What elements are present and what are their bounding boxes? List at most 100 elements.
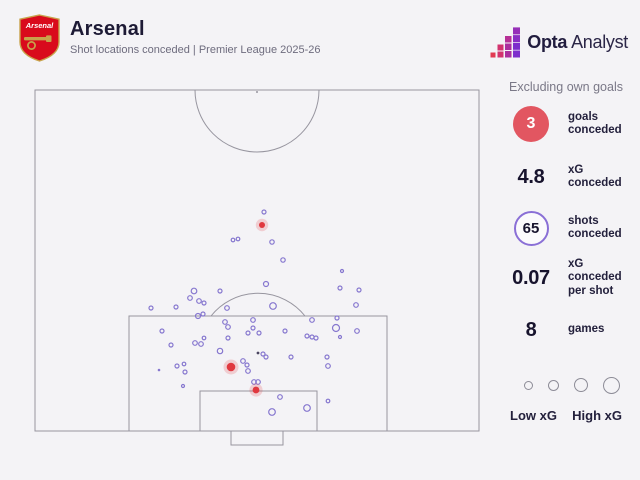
shot-marker (182, 369, 188, 375)
xg-per-shot-label: xG conceded per shot (568, 258, 622, 297)
crest-cannon-wheel (27, 41, 36, 50)
shot-marker (181, 361, 187, 367)
shot-marker (339, 268, 345, 274)
shot-marker (303, 404, 311, 412)
games-value: 8 (525, 318, 537, 341)
shot-marker (198, 341, 204, 347)
shot-marker (277, 394, 283, 400)
goal-marker (252, 386, 260, 394)
shot-marker (263, 354, 269, 360)
shot-marker (250, 317, 256, 323)
shot-marker (245, 330, 251, 336)
shot-marker (201, 300, 207, 306)
title-block: Arsenal Shot locations conceded | Premie… (70, 18, 321, 56)
legend-high-label: High xG (572, 408, 622, 423)
legend-size-circle (524, 380, 533, 390)
shot-marker (216, 347, 224, 355)
penalty-spot (256, 351, 260, 355)
stat-games: 8 games (498, 312, 634, 348)
shot-marker (304, 333, 310, 339)
shots-layer (148, 209, 362, 416)
shot-marker (337, 334, 343, 340)
shot-marker (288, 354, 294, 360)
stat-xg-conceded: 4.8 xG conceded (498, 159, 634, 195)
brand-name-light: Analyst (571, 32, 628, 52)
shot-marker (157, 368, 161, 372)
shot-marker (196, 298, 202, 304)
page-title: Arsenal (70, 18, 145, 40)
shot-marker (268, 408, 276, 416)
pitch-shot-map (34, 89, 480, 446)
goals-conceded-label: goals conceded (568, 110, 622, 136)
shots-conceded-label: shots conceded (568, 214, 622, 240)
shot-marker (260, 351, 266, 357)
shot-marker (230, 237, 236, 243)
crest-cannon-muzzle (46, 35, 52, 42)
shot-marker (256, 330, 262, 336)
six-yard-box (199, 390, 318, 432)
xg-conceded-label: xG conceded (568, 163, 622, 189)
shot-marker (190, 287, 198, 295)
shot-marker (194, 312, 202, 320)
shot-marker (354, 328, 360, 334)
shot-marker (282, 328, 288, 334)
centre-circle-arc (194, 89, 320, 153)
shot-marker (200, 311, 206, 317)
centre-spot (256, 91, 258, 93)
shot-marker (173, 304, 179, 310)
shot-marker (324, 354, 330, 360)
stat-shots-conceded: 65 shots conceded (498, 210, 634, 246)
shot-marker (325, 398, 331, 404)
shot-marker (240, 358, 246, 364)
shot-marker (356, 287, 362, 293)
shot-marker (174, 363, 180, 369)
shot-marker (222, 319, 228, 325)
penalty-box (128, 315, 388, 432)
legend-size-circle (603, 376, 620, 394)
shot-marker (235, 236, 241, 242)
xg-size-legend (524, 376, 620, 394)
crest-cannon-barrel (24, 37, 47, 41)
shot-marker (224, 305, 230, 311)
opta-analyst-logo: Opta Analyst (490, 27, 628, 58)
shots-conceded-value: 65 (522, 219, 540, 237)
shot-marker (334, 315, 340, 321)
goal-frame (230, 430, 284, 446)
legend-size-circle (574, 378, 588, 392)
shot-marker (280, 257, 286, 263)
opta-bars-icon (490, 27, 521, 58)
shot-marker (337, 285, 343, 291)
shot-marker (309, 334, 315, 340)
shot-marker (269, 239, 275, 245)
shot-marker (309, 317, 315, 323)
legend-size-circle (548, 379, 559, 391)
shot-marker (187, 295, 193, 301)
shot-marker (148, 305, 154, 311)
shot-marker (269, 302, 277, 310)
exclusion-note: Excluding own goals (509, 80, 623, 94)
goal-marker (226, 362, 236, 372)
shot-marker (325, 363, 331, 369)
shot-marker (201, 335, 207, 341)
goal-marker (259, 222, 265, 228)
shots-conceded-badge: 65 (513, 210, 549, 246)
shot-marker (255, 379, 261, 385)
shot-marker (262, 280, 270, 288)
opta-analyst-wordmark: Opta Analyst (527, 32, 628, 53)
shot-marker (192, 340, 198, 346)
xg-legend-labels: Low xG High xG (498, 408, 634, 423)
shot-marker (250, 325, 256, 331)
shot-marker (225, 324, 231, 330)
xg-per-shot-value: 0.07 (512, 266, 550, 289)
goals-conceded-badge: 3 (513, 106, 549, 142)
shot-marker (313, 335, 319, 341)
shot-marker (180, 383, 186, 389)
shot-marker (168, 342, 174, 348)
shot-marker (225, 335, 231, 341)
games-label: games (568, 323, 605, 336)
penalty-arc (210, 292, 306, 317)
shot-marker (244, 362, 250, 368)
stat-goals-conceded: 3 goals conceded (498, 106, 634, 142)
xg-conceded-value: 4.8 (517, 165, 545, 188)
shot-marker (159, 328, 165, 334)
